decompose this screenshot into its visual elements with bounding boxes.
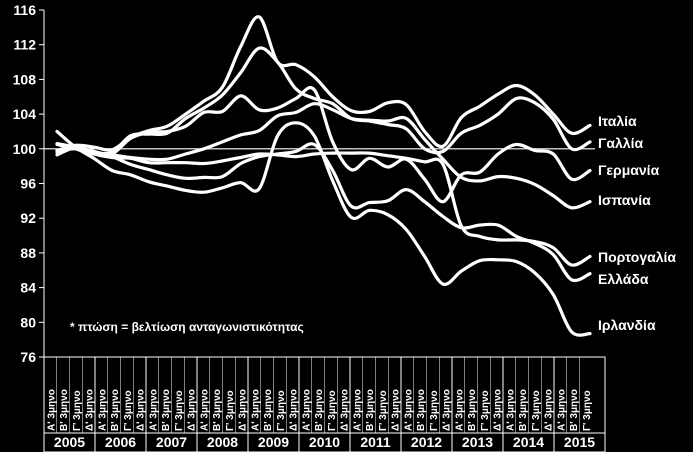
x-year-label: 2006 [105,434,136,450]
x-quarter-label: Γ' 3μηνο [327,390,338,431]
series-label: Ιρλανδία [598,317,656,333]
x-year-label: 2013 [462,434,493,450]
x-quarter-label: Δ' 3μηνο [187,389,198,431]
x-quarter-label: Γ' 3μηνο [378,390,389,431]
x-quarter-label: Β' 3μηνο [263,389,274,431]
x-quarter-label: Δ' 3μηνο [238,389,249,431]
y-tick-label: 80 [20,314,36,330]
x-quarter-label: Α' 3μηνο [352,389,363,431]
series-line [55,102,592,210]
x-quarter-label: Γ' 3μηνο [429,390,440,431]
y-tick-label: 92 [20,210,36,226]
x-quarter-label: Α' 3μηνο [403,389,414,431]
series-label: Ελλάδα [598,271,649,287]
x-quarter-label: Δ' 3μηνο [493,389,504,431]
x-quarter-label: Δ' 3μηνο [85,389,96,431]
x-quarter-label: Α' 3μηνο [556,389,567,431]
x-quarter-label: Γ' 3μηνο [123,390,134,431]
y-tick-label: 108 [13,71,37,87]
x-quarter-label: Γ' 3μηνο [276,390,287,431]
x-year-label: 2012 [411,434,442,450]
x-quarter-label: Α' 3μηνο [97,389,108,431]
y-tick-label: 104 [13,106,37,122]
x-quarter-label: Δ' 3μηνο [136,389,147,431]
y-tick-label: 100 [13,141,37,157]
x-quarter-label: Γ' 3μηνο [174,390,185,431]
x-quarter-label: Β' 3μηνο [59,389,70,431]
x-quarter-label: Β' 3μηνο [416,389,427,431]
x-quarter-label: Γ' 3μηνο [531,390,542,431]
x-quarter-label: Β' 3μηνο [467,389,478,431]
series-line [55,146,592,267]
x-quarter-label: Γ' 3μηνο [582,390,593,431]
x-year-label: 2005 [54,434,85,450]
axes: 76 80 84 88 92 96 100 104 108 112 116 [13,2,45,365]
series-label: Γαλλία [598,135,643,151]
x-quarter-label: Β' 3μηνο [518,389,529,431]
x-quarter-label: Α' 3μηνο [199,389,210,431]
x-quarter-label: Α' 3μηνο [46,389,57,431]
series-label: Πορτογαλία [598,249,676,265]
x-quarter-label: Δ' 3μηνο [340,389,351,431]
y-tick-label: 88 [20,245,36,261]
x-quarter-label: Α' 3μηνο [301,389,312,431]
x-quarter-label: Γ' 3μηνο [72,390,83,431]
y-tick-label: 96 [20,176,36,192]
x-year-label: 2014 [513,434,544,450]
x-year-label: 2015 [564,434,595,450]
x-quarter-label: Γ' 3μηνο [225,390,236,431]
x-year-label: 2011 [360,434,391,450]
x-quarter-label: Β' 3μηνο [161,389,172,431]
x-quarter-label: Β' 3μηνο [212,389,223,431]
x-year-label: 2008 [207,434,238,450]
x-quarter-label: Δ' 3μηνο [289,389,300,431]
x-quarter-label: Α' 3μηνο [454,389,465,431]
x-quarter-label: Α' 3μηνο [250,389,261,431]
series-line [55,86,592,204]
x-year-label: 2009 [258,434,289,450]
x-year-label: 2010 [309,434,340,450]
series-lines: Ιταλία Γαλλία Γερμανία Ισπανία Πορτογαλία Ελλ… [55,15,676,337]
y-tick-label: 76 [20,349,36,365]
series-label: Ισπανία [598,192,651,208]
x-quarter-label: Β' 3μηνο [365,389,376,431]
x-quarter-label: Δ' 3μηνο [391,389,402,431]
x-quarter-label: Γ' 3μηνο [480,390,491,431]
chart-note: * πτώση = βελτίωση ανταγωνιστικότητας [70,320,304,334]
x-quarter-label: Α' 3μηνο [505,389,516,431]
x-quarter-label: Δ' 3μηνο [442,389,453,431]
y-tick-label: 116 [13,2,36,18]
x-quarter-label: Β' 3μηνο [314,389,325,431]
x-year-label: 2007 [156,434,187,450]
x-quarter-label: Α' 3μηνο [148,389,159,431]
series-label: Γερμανία [598,162,660,178]
x-quarter-label: Β' 3μηνο [110,389,121,431]
y-tick-label: 112 [13,37,36,53]
series-line [55,121,592,337]
x-quarter-label: Β' 3μηνο [569,389,580,431]
x-quarter-label: Δ' 3μηνο [544,389,555,431]
series-label: Ιταλία [598,113,637,129]
y-tick-label: 84 [20,280,36,296]
